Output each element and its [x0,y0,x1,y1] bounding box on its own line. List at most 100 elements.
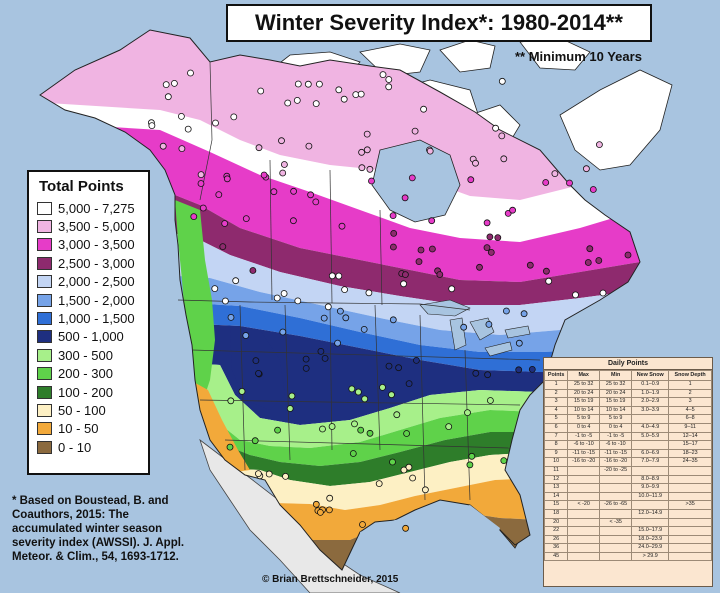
station-marker [390,229,398,237]
legend-label: 0 - 10 [58,439,92,455]
station-marker [389,212,397,220]
station-marker [315,80,323,88]
daily-points-cell [668,491,712,502]
daily-points-header: Min [599,370,633,381]
daily-points-cell: 3.0–3.9 [631,405,670,416]
daily-points-cell: 4–5 [668,405,712,416]
daily-points-cell [567,534,601,545]
station-marker [351,420,358,428]
daily-points-grid: Points Max Min New Snow Snow Depth 1 25 to 32… [543,370,712,562]
daily-points-cell: 9 [543,448,569,459]
station-marker [366,429,374,437]
station-marker [358,148,366,156]
legend-swatch [37,422,52,436]
daily-points-cell: 11 [543,465,569,476]
station-marker [178,145,186,153]
legend-label: 500 - 1,000 [58,329,124,345]
station-marker [342,314,350,322]
station-marker [596,141,603,149]
station-marker [341,286,349,294]
daily-points-cell [668,534,712,545]
legend-item: 5,000 - 7,275 [37,199,148,217]
daily-points-row: 14 10.0–11.9 [543,491,712,502]
station-marker [402,524,410,532]
station-marker [500,155,508,163]
daily-points-row: 15 < -20 -26 to -65 >35 [543,500,712,510]
legend-item: 50 - 100 [37,401,148,419]
legend-item: 1,000 - 1,500 [37,309,148,327]
daily-points-header: Points [543,370,569,381]
daily-points-cell: 18–23 [668,448,712,459]
station-marker [405,380,413,388]
daily-points-row: 4 10 to 14 10 to 14 3.0–3.9 4–5 [543,405,712,416]
station-marker [385,83,393,91]
daily-points-cell: 3 [543,397,569,407]
daily-points-row: 8 -6 to -10 -6 to -10 15–17 [543,440,712,450]
station-marker [212,119,219,127]
daily-points-header: Max [567,370,601,381]
station-marker [460,323,468,331]
daily-points-cell: 20 to 24 [599,388,633,399]
daily-points-body: 1 25 to 32 25 to 32 0.1–0.9 1 2 20 to 24 20 to … [543,380,712,562]
daily-points-cell: < -35 [599,517,633,528]
station-marker [215,191,223,199]
daily-points-cell [631,465,670,476]
daily-points-cell: -1 to -5 [599,431,633,442]
station-marker [360,325,368,333]
daily-points-cell: 7.0–7.9 [631,457,670,467]
station-marker [312,100,320,107]
daily-points-row: 7 -1 to -5 -1 to -5 5.0–5.9 12–14 [543,431,712,442]
station-marker [436,271,444,278]
station-marker [388,391,395,399]
station-marker [484,371,492,379]
daily-points-cell: 12–14 [668,431,712,442]
daily-points-cell [567,465,601,476]
station-marker [242,332,250,339]
daily-points-row: 18 12.0–14.9 [543,508,712,519]
station-marker [415,258,423,266]
daily-points-cell: 25 to 32 [567,380,601,390]
station-marker [483,219,491,227]
daily-points-cell [631,414,670,424]
map-title: Winter Severity Index*: 1980-2014** [226,4,652,42]
station-marker [515,339,523,347]
station-marker [312,198,320,206]
station-marker [319,425,326,433]
station-marker [526,261,534,269]
station-marker [500,457,508,465]
daily-points-row: 22 15.0–17.9 [543,526,712,536]
daily-points-cell: -16 to -20 [567,457,601,467]
daily-points-cell: 6.0–6.9 [631,448,670,459]
daily-points-cell: 2 [543,388,569,399]
station-marker [365,289,373,297]
daily-points-cell [668,508,712,519]
station-marker [485,320,493,328]
station-marker [400,280,408,288]
station-marker [221,297,229,305]
daily-points-cell: 4 [543,405,569,416]
station-marker [354,388,362,396]
legend-rows: 5,000 - 7,275 3,500 - 5,000 3,000 - 3,500 2… [37,199,148,456]
great-lakes [419,299,531,357]
daily-points-cell [668,526,712,536]
daily-points-cell: -16 to -20 [599,457,633,467]
daily-points-cell: 45 [543,551,569,562]
legend-item: 1,500 - 2,000 [37,291,148,309]
station-marker [238,387,246,395]
station-marker [467,176,475,184]
legend-swatch [37,403,52,417]
daily-points-row: 3 15 to 19 15 to 19 2.0–2.9 3 [543,397,712,407]
station-marker [348,385,356,393]
station-marker [289,217,297,225]
legend-swatch [37,367,52,381]
station-marker [320,314,328,322]
station-marker [363,146,371,154]
daily-points-cell: -1 to -5 [567,431,601,442]
legend-item: 200 - 300 [37,365,148,383]
daily-points-cell: 14 [543,491,569,502]
daily-points-cell: 15.0–17.9 [631,526,670,536]
station-marker [389,316,397,324]
station-marker [252,357,260,365]
daily-points-cell: 36 [543,543,569,553]
